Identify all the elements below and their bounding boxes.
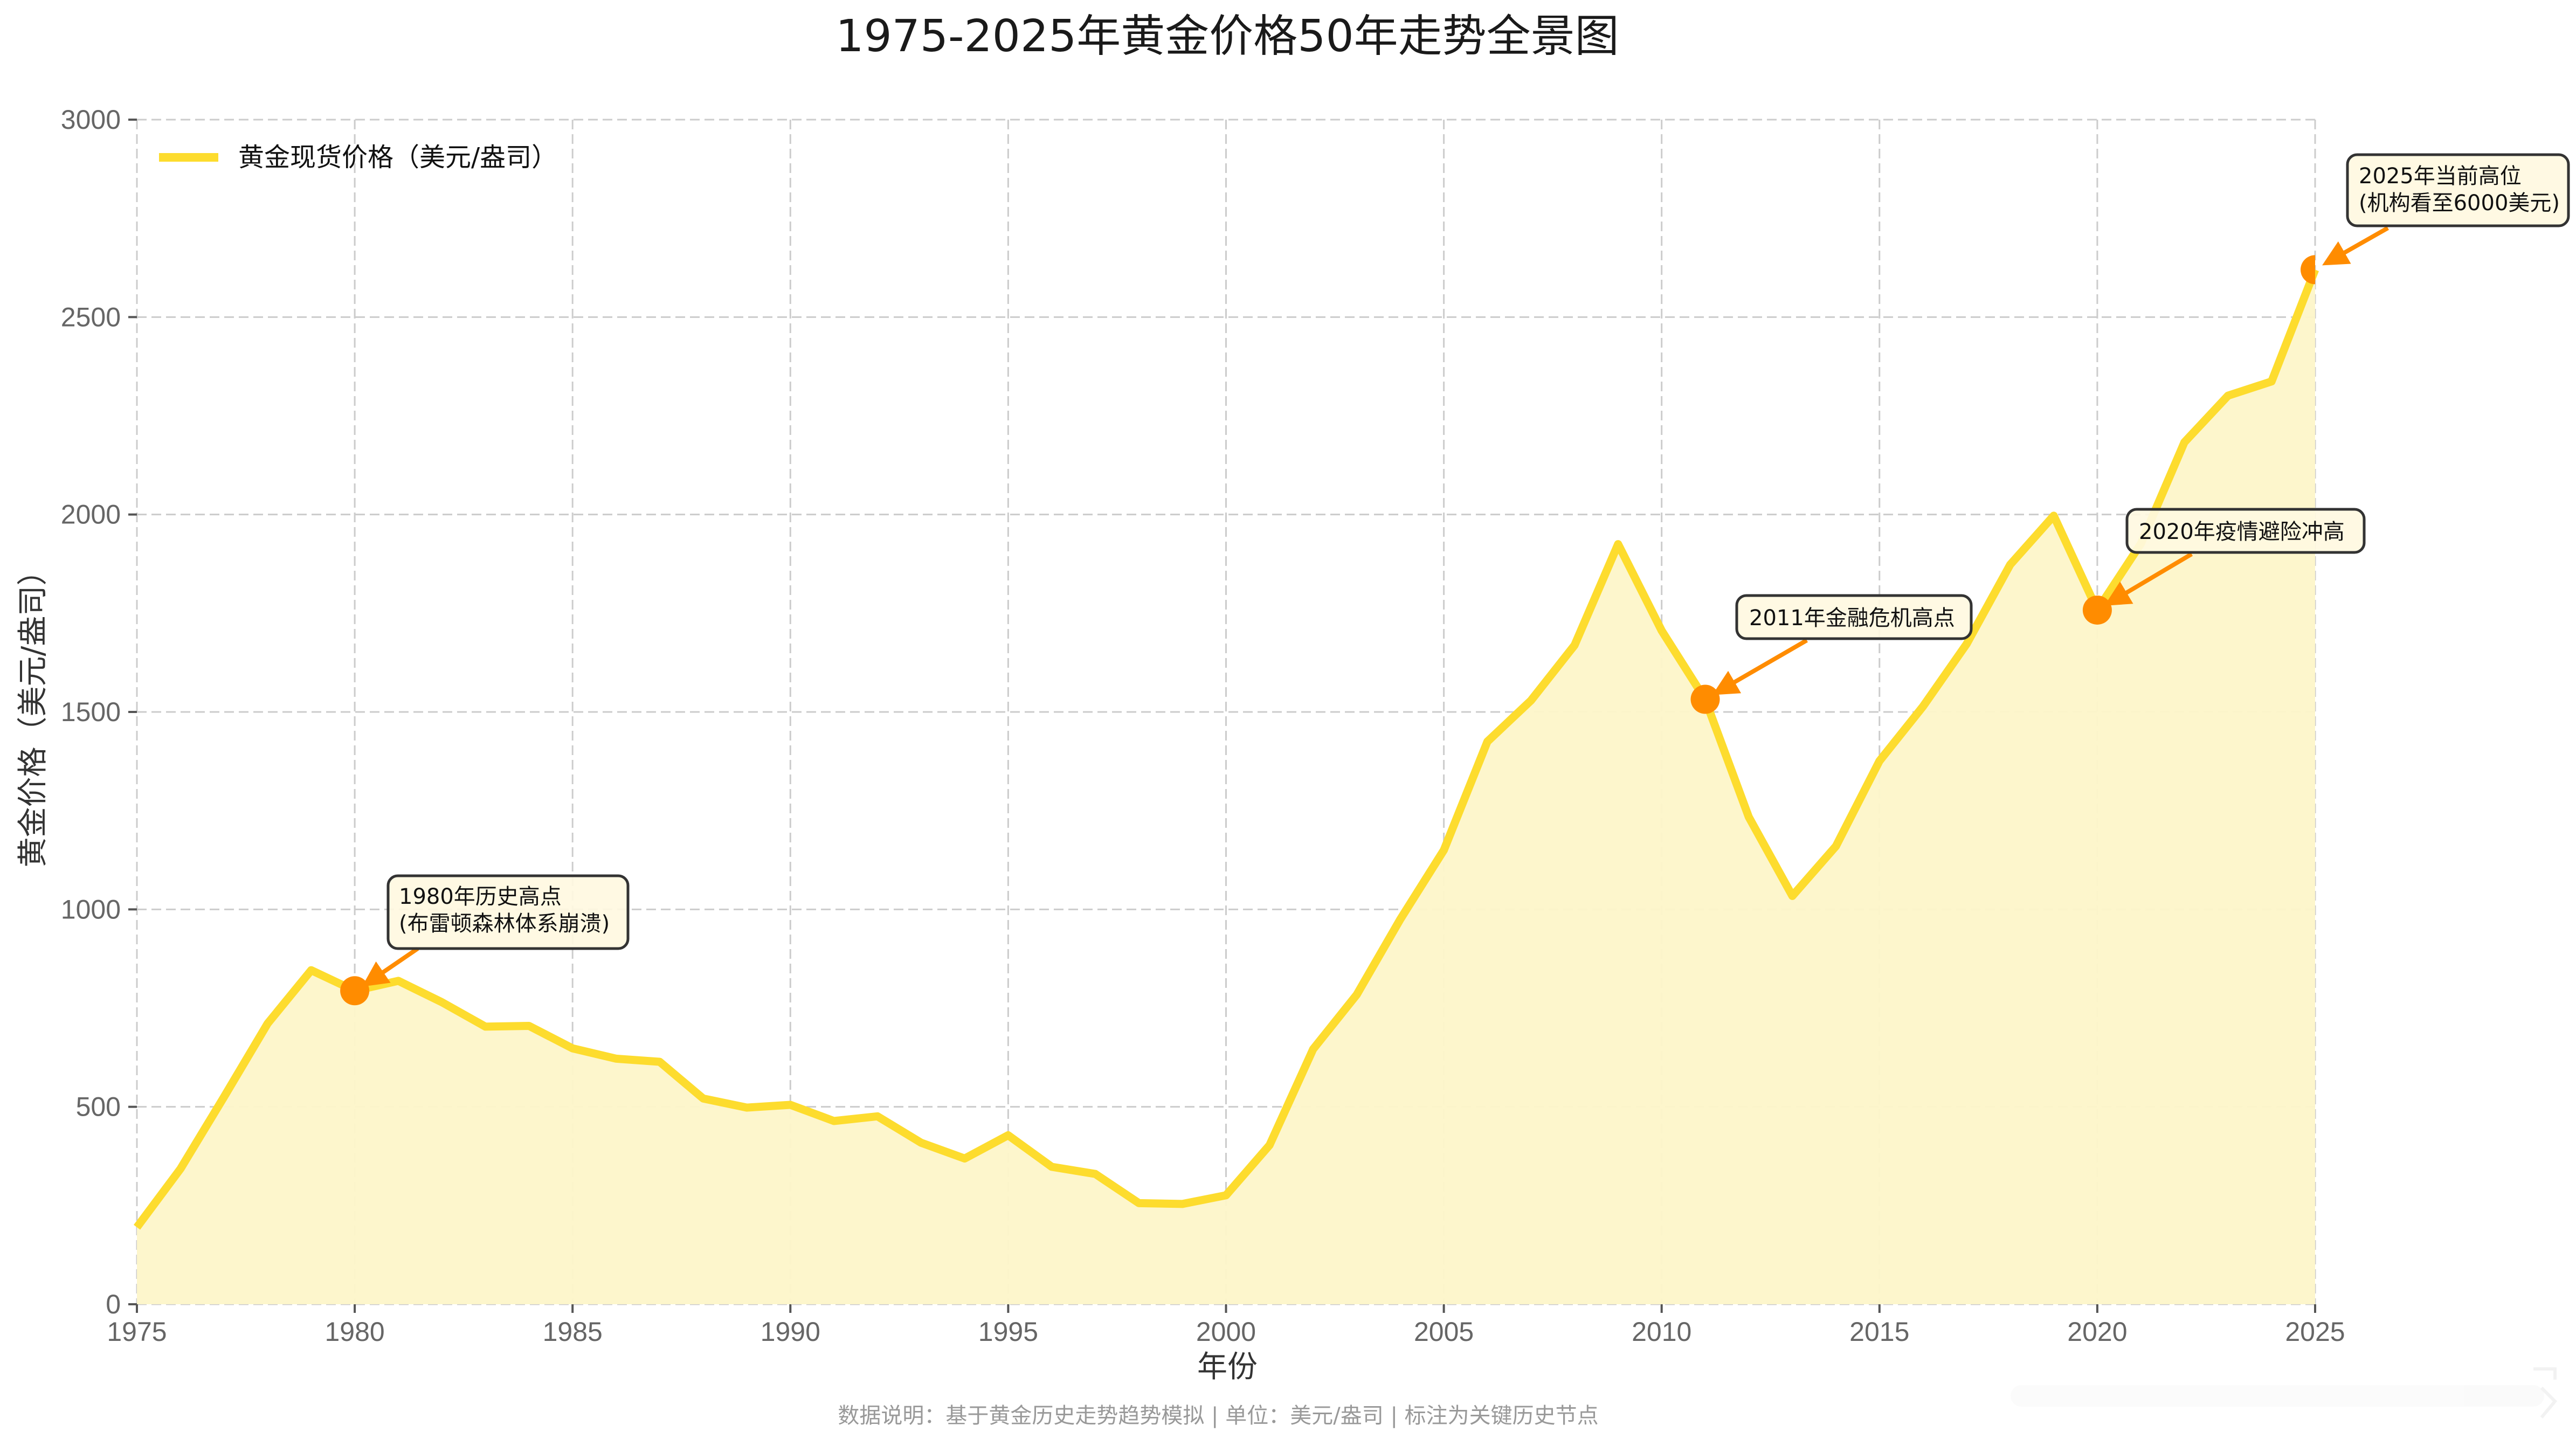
annotations: 1980年历史高点(布雷顿森林体系崩溃) 2011年金融危机高点 2020年疫情避险… — [340, 153, 2570, 1006]
area-fill — [137, 269, 2315, 1304]
annotation-box — [2125, 508, 2366, 554]
y-tick-label: 2000 — [61, 500, 121, 530]
x-tick-label: 2020 — [2067, 1317, 2127, 1347]
highlight-marker — [2082, 595, 2112, 625]
x-tick-label: 2005 — [1414, 1317, 1474, 1347]
legend: 黄金现货价格（美元/盎司） — [159, 142, 557, 172]
annotation-box — [1735, 594, 1973, 640]
series-line — [133, 268, 2319, 1230]
y-tick-label: 1000 — [61, 894, 121, 924]
arrow-icon — [2322, 226, 2389, 266]
arrow-icon — [2104, 552, 2193, 606]
y-axis-ticks: 0 500 1000 1500 2000 2500 3000 — [61, 105, 137, 1319]
footnote: 数据说明：基于黄金历史走势趋势模拟 | 单位：美元/盎司 | 标注为关键历史节点 — [838, 1403, 1598, 1428]
x-tick-label: 1995 — [978, 1317, 1038, 1347]
x-tick-label: 2015 — [1849, 1317, 1909, 1347]
x-tick-label: 2025 — [2285, 1317, 2345, 1347]
annotation-2025: 2025年当前高位(机构看至6000美元) — [2301, 153, 2570, 285]
watermark-icon — [2011, 1367, 2558, 1419]
price-area-fill — [137, 269, 2315, 1304]
y-tick-label: 500 — [76, 1092, 121, 1122]
annotation-text: (机构看至6000美元) — [2359, 191, 2560, 216]
highlight-marker — [1690, 684, 1720, 714]
x-tick-label: 1985 — [543, 1317, 603, 1347]
highlight-marker — [2301, 255, 2315, 285]
annotation-2020: 2020年疫情避险冲高 — [2082, 508, 2366, 625]
x-tick-label: 2000 — [1196, 1317, 1256, 1347]
x-tick-label: 2010 — [1632, 1317, 1691, 1347]
highlight-marker — [340, 976, 370, 1006]
x-axis-label: 年份 — [1197, 1350, 1258, 1385]
arrow-icon — [1712, 638, 1808, 695]
x-tick-label: 1990 — [761, 1317, 820, 1347]
arrow-icon — [362, 946, 419, 987]
x-tick-label: 1975 — [107, 1317, 167, 1347]
y-tick-label: 3000 — [61, 105, 121, 135]
annotation-box — [386, 874, 630, 950]
y-tick-label: 1500 — [61, 697, 121, 727]
price-line — [133, 268, 2319, 1230]
annotation-text: 2020年疫情避险冲高 — [2139, 520, 2345, 544]
annotation-text: 2025年当前高位 — [2359, 164, 2522, 189]
annotation-box — [2346, 153, 2570, 227]
annotation-1980: 1980年历史高点(布雷顿森林体系崩溃) — [340, 874, 630, 1006]
annotation-2011: 2011年金融危机高点 — [1690, 594, 1973, 714]
x-tick-label: 1980 — [324, 1317, 384, 1347]
annotation-text: 1980年历史高点 — [399, 884, 562, 909]
annotation-text: 2011年金融危机高点 — [1749, 606, 1955, 631]
legend-label: 黄金现货价格（美元/盎司） — [238, 142, 557, 172]
y-axis-label: 黄金价格（美元/盎司） — [16, 556, 51, 868]
x-axis-ticks: 1975 1980 1985 1990 1995 2000 2005 2010 2015 2020… — [107, 1304, 2345, 1347]
annotation-text: (布雷顿森林体系崩溃) — [399, 911, 610, 936]
y-tick-label: 2500 — [61, 302, 121, 332]
chart-title: 1975-2025年黄金价格50年走势全景图 — [835, 11, 1619, 62]
y-tick-label: 0 — [106, 1289, 121, 1319]
